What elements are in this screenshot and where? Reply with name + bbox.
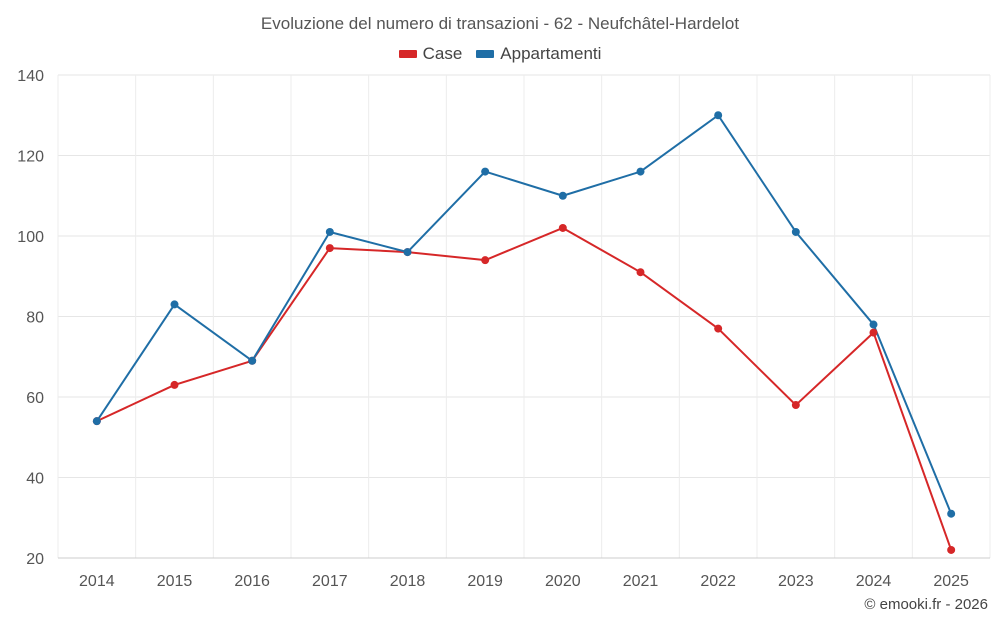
x-tick-label: 2022 (700, 573, 736, 590)
chart-title: Evoluzione del numero di transazioni - 6… (260, 14, 740, 33)
x-tick-label: 2016 (234, 573, 270, 590)
x-tick-label: 2020 (545, 573, 581, 590)
data-point-appartamenti (869, 320, 878, 329)
y-tick-label: 80 (26, 310, 44, 327)
data-point-case (325, 244, 334, 253)
data-point-appartamenti (403, 248, 412, 257)
data-point-appartamenti (325, 227, 334, 236)
data-point-appartamenti (481, 167, 490, 176)
data-point-case (947, 545, 956, 554)
legend-label-appartamenti: Appartamenti (500, 44, 602, 63)
legend: Case Appartamenti (0, 44, 1000, 64)
y-tick-label: 40 (26, 471, 44, 488)
data-point-case (558, 223, 567, 232)
x-tick-label: 2014 (79, 573, 115, 590)
data-point-appartamenti (170, 300, 179, 309)
x-tick-label: 2023 (778, 573, 814, 590)
legend-swatch-case (398, 50, 417, 58)
data-point-appartamenti (92, 417, 101, 426)
x-tick-label: 2017 (312, 573, 348, 590)
legend-swatch-appartamenti (476, 50, 495, 58)
data-point-case (170, 380, 179, 389)
data-point-case (481, 256, 490, 265)
x-tick-label: 2018 (390, 573, 426, 590)
x-tick-label: 2021 (623, 573, 659, 590)
data-point-case (791, 401, 800, 410)
y-tick-label: 140 (17, 68, 44, 85)
data-point-appartamenti (248, 356, 257, 365)
data-point-appartamenti (636, 167, 645, 176)
legend-item-appartamenti[interactable]: Appartamenti (476, 44, 601, 64)
data-point-appartamenti (558, 191, 567, 200)
y-tick-label: 120 (17, 149, 44, 166)
y-tick-label: 60 (26, 390, 44, 407)
credit-text: © emooki.fr - 2026 (864, 596, 988, 613)
x-tick-label: 2015 (157, 573, 193, 590)
data-point-appartamenti (791, 227, 800, 236)
y-tick-label: 20 (26, 551, 44, 568)
series-line-case (96, 226, 953, 551)
legend-item-case[interactable]: Case (398, 44, 463, 64)
x-tick-label: 2025 (933, 573, 969, 590)
legend-label-case: Case (422, 44, 463, 63)
y-tick-label: 100 (17, 229, 44, 246)
data-point-appartamenti (947, 509, 956, 518)
data-point-case (636, 268, 645, 277)
data-point-case (869, 328, 878, 337)
x-tick-label: 2024 (856, 573, 892, 590)
x-tick-label: 2019 (467, 573, 503, 590)
series-line-appartamenti (96, 114, 953, 515)
data-point-appartamenti (714, 111, 723, 120)
data-point-case (714, 324, 723, 333)
